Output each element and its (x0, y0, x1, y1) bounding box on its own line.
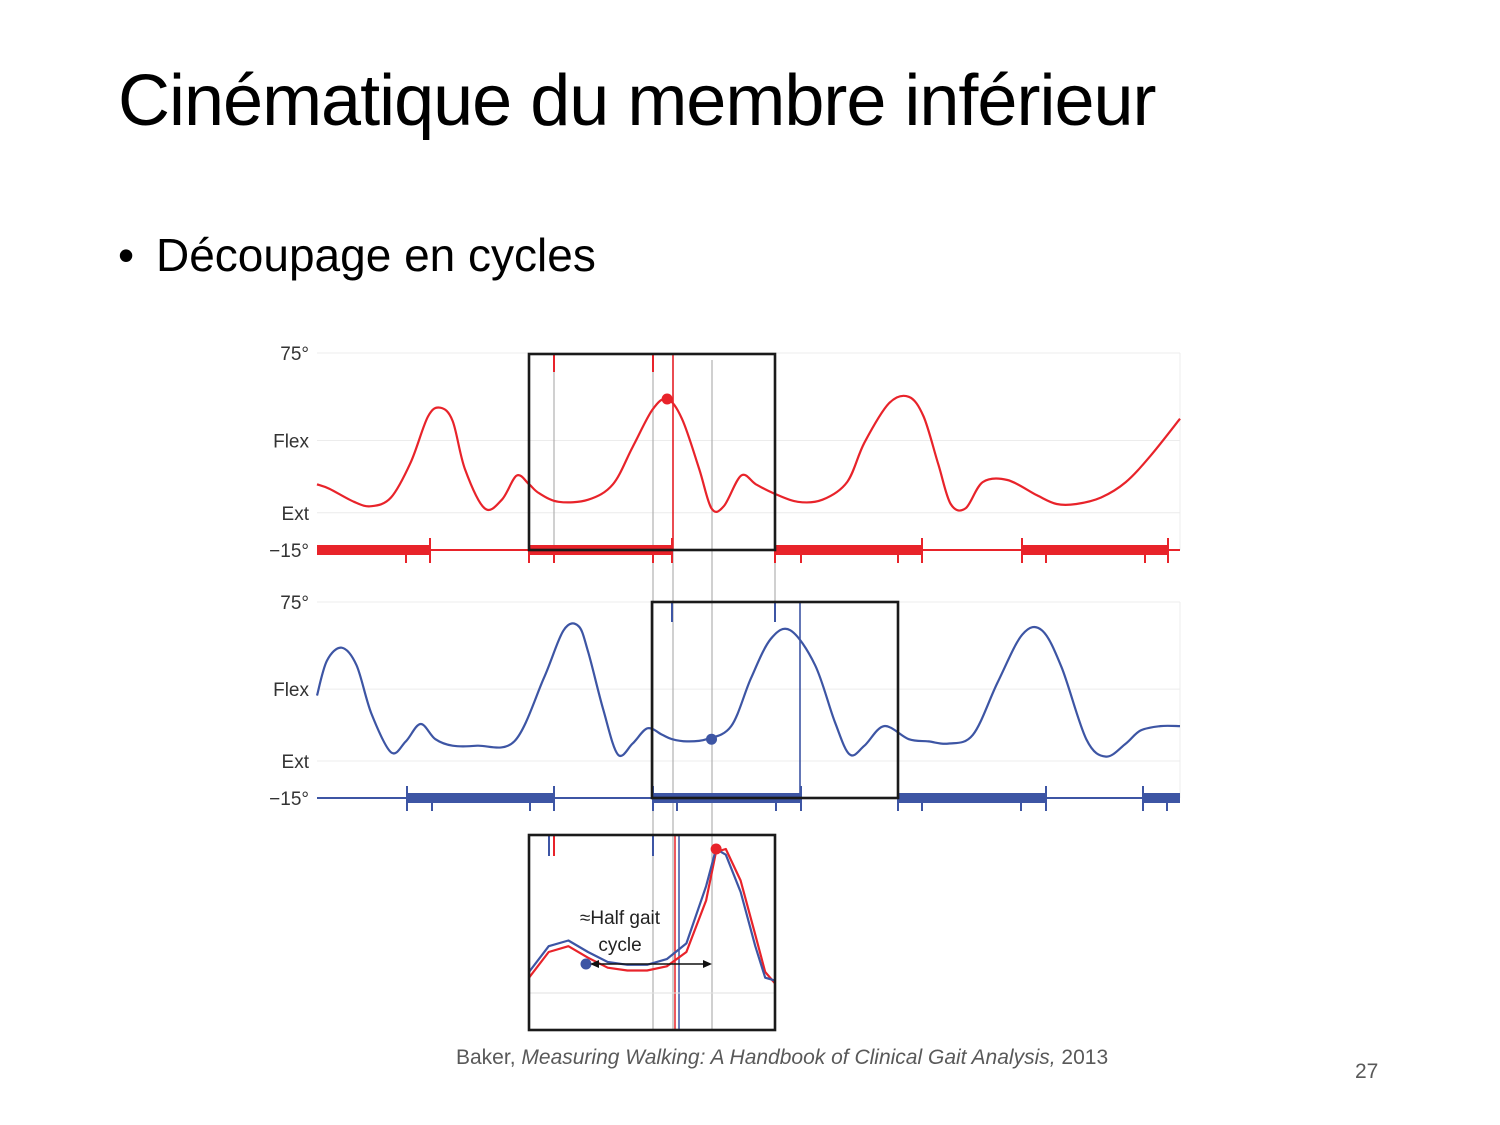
top-ytick-label-0: 75° (280, 344, 309, 365)
inset-annotation-0: ≈Half gait (580, 908, 661, 929)
top-series-line-0 (316, 394, 1181, 513)
slide-title: Cinématique du membre inférieur (118, 61, 1157, 141)
grid-layer (317, 352, 1181, 799)
top-highlight-point (661, 393, 673, 405)
middle-series-line-0 (315, 622, 1181, 758)
inset-series-line-1 (528, 847, 776, 982)
axis-labels: 75° Flex Ext −15° 75° Flex Ext −15° ≈Half gait cy… (269, 344, 661, 956)
top-ytick-label-1: Flex (273, 432, 309, 453)
inset-frame (527, 833, 777, 1032)
middle-ytick-label-3: −15° (269, 789, 309, 810)
citation-year: 2013 (1061, 1046, 1109, 1069)
inset-annotation-1: cycle (598, 935, 641, 956)
inset-blue-point (580, 958, 592, 970)
series-layer (315, 393, 1181, 985)
middle-stance-bar-3 (1143, 793, 1180, 803)
middle-ytick-label-1: Flex (273, 680, 309, 701)
middle-highlight-point (706, 733, 718, 745)
inset-series-line-0 (528, 847, 776, 985)
bullet-item: • Découpage en cycles (118, 228, 596, 282)
cycle-frames (527, 352, 900, 1032)
bullet-text: Découpage en cycles (156, 229, 596, 281)
middle-ytick-label-0: 75° (280, 593, 309, 614)
citation: Baker, Measuring Walking: A Handbook of … (456, 1046, 1108, 1070)
inset-peak-point (710, 843, 722, 855)
half-cycle-arrowhead-left (590, 960, 599, 968)
top-stance-bar-0 (317, 545, 430, 555)
top-ytick-label-2: Ext (282, 504, 310, 525)
top-cycle-frame (527, 352, 777, 552)
middle-cycle-frame (650, 600, 900, 800)
top-stance-bar-2 (775, 545, 922, 555)
middle-stance-bar-2 (898, 793, 1046, 803)
half-cycle-arrowhead-right (703, 960, 712, 968)
bullet-dot-icon: • (118, 229, 135, 281)
phase-bars (317, 538, 1180, 811)
top-ytick-label-3: −15° (269, 541, 309, 562)
page-number: 27 (1355, 1060, 1379, 1083)
middle-ytick-label-2: Ext (282, 752, 310, 773)
citation-author: Baker, (456, 1046, 516, 1069)
top-stance-bar-3 (1022, 545, 1168, 555)
middle-stance-bar-0 (407, 793, 554, 803)
citation-work: Measuring Walking: A Handbook of Clinica… (521, 1046, 1056, 1069)
